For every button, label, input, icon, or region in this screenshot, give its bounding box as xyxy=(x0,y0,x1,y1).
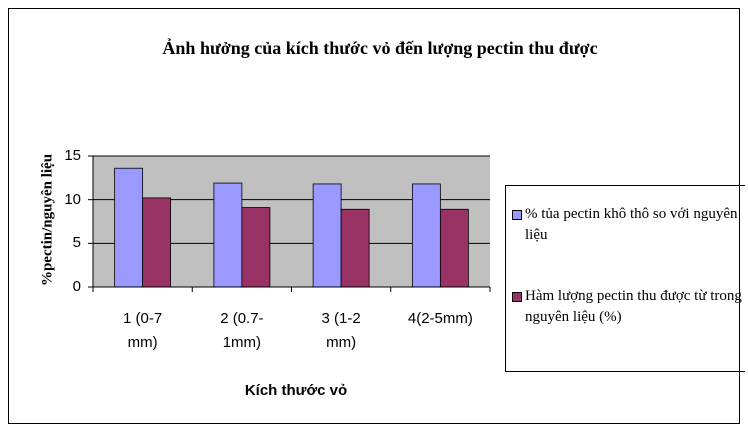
bar xyxy=(114,167,144,288)
legend-entry: % tủa pectin khô thô so với nguyên liệu xyxy=(512,204,742,246)
chart-frame xyxy=(8,8,740,424)
y-tick-label: 5 xyxy=(72,234,81,252)
legend-swatch xyxy=(512,292,522,302)
x-axis-label: Kích thước vỏ xyxy=(244,382,348,399)
bar xyxy=(312,183,342,288)
x-tick-label: 1 (0-7 mm) xyxy=(123,310,163,351)
x-tick-label: 3 (1-2 mm) xyxy=(321,310,361,351)
x-tick-label: 4(2-5mm) xyxy=(407,310,473,327)
legend-swatch xyxy=(512,210,522,220)
legend-label: % tủa pectin khô thô so với nguyên liệu xyxy=(525,206,738,243)
legend-label: Hàm lượng pectin thu được từ trong nguyê… xyxy=(525,288,742,325)
bar xyxy=(142,197,172,288)
legend: % tủa pectin khô thô so với nguyên liệu H… xyxy=(505,185,745,372)
bar xyxy=(439,208,469,288)
bar xyxy=(411,183,441,288)
bar xyxy=(241,207,271,288)
chart-title: Ảnh hưởng của kích thước vỏ đến lượng pe… xyxy=(162,38,598,58)
legend-entry: Hàm lượng pectin thu được từ trong nguyê… xyxy=(512,286,742,328)
bar xyxy=(340,208,370,288)
y-tick-label: 15 xyxy=(64,147,81,164)
x-tick-label: 2 (0.7-1mm) xyxy=(220,310,264,351)
y-tick-label: 0 xyxy=(72,278,81,295)
bar xyxy=(213,182,243,288)
y-tick-label: 10 xyxy=(64,190,81,208)
